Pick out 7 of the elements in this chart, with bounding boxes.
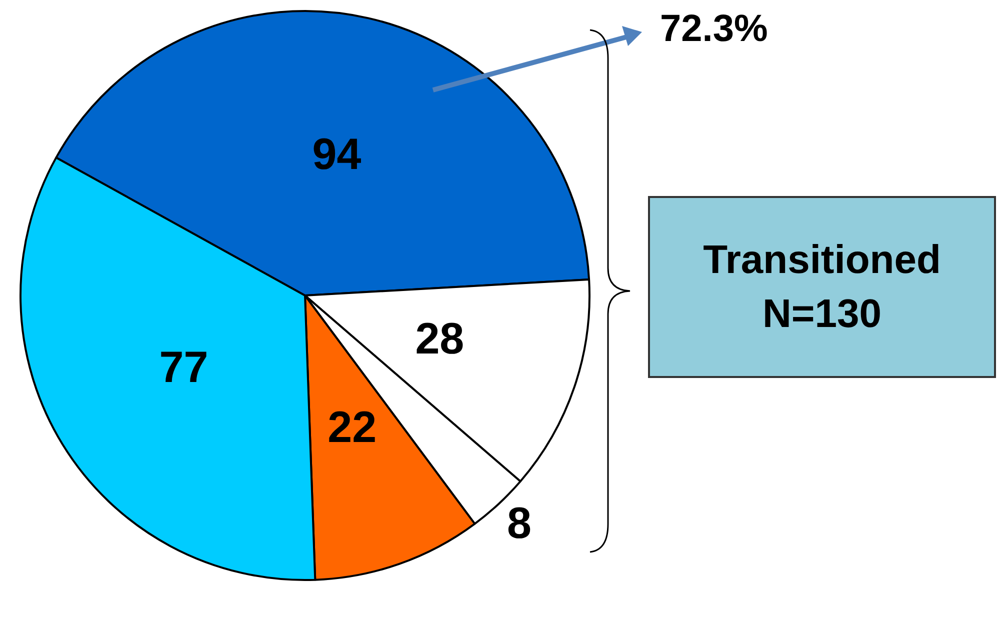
data-label: 22 [328,402,377,452]
text: Transitioned N=130 [648,196,996,378]
data-label: 77 [159,343,208,392]
data-label: 28 [415,314,464,364]
text: 72.3% [660,8,768,51]
data-label: 8 [506,498,532,548]
data-label: 94 [312,130,362,179]
